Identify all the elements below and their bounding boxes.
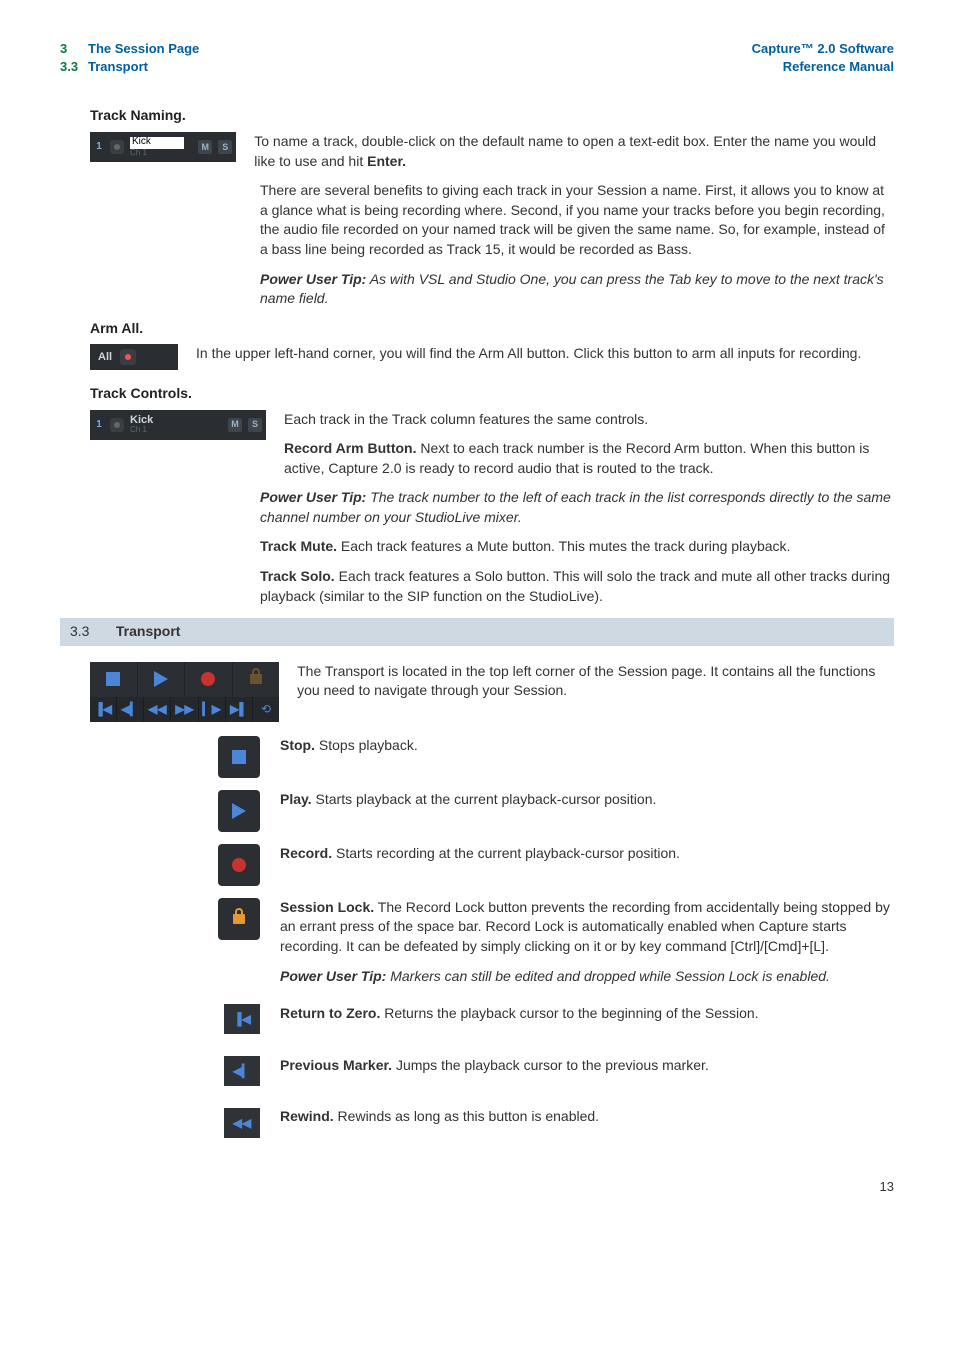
- rewind-icon: ◀◀: [233, 1115, 251, 1132]
- transport-intro: The Transport is located in the top left…: [297, 662, 894, 701]
- lock-desc: Session Lock. The Record Lock button pre…: [280, 898, 894, 957]
- record-button-large[interactable]: [218, 844, 260, 886]
- product-line2: Reference Manual: [752, 58, 894, 76]
- lock-icon: [233, 914, 245, 924]
- play-desc: Play. Starts playback at the current pla…: [280, 790, 894, 810]
- track-controls-tip: Power User Tip: The track number to the …: [260, 488, 894, 527]
- channel-label: Ch 1: [130, 149, 192, 157]
- header-right: Capture™ 2.0 Software Reference Manual: [752, 40, 894, 76]
- lock-button-large[interactable]: [218, 898, 260, 940]
- lock-button[interactable]: [233, 662, 280, 697]
- loop-icon: ⟲: [261, 701, 271, 718]
- stop-desc: Stop. Stops playback.: [280, 736, 894, 756]
- record-arm-icon[interactable]: [110, 418, 124, 432]
- stop-button-large[interactable]: [218, 736, 260, 778]
- mute-button[interactable]: M: [228, 418, 242, 432]
- header-left: 3The Session Page 3.3Transport: [60, 40, 199, 76]
- section-title: Transport: [88, 59, 148, 74]
- rtz-icon: ▐◀: [94, 701, 112, 718]
- chapter-num: 3: [60, 40, 88, 58]
- loop-button[interactable]: ⟲: [253, 697, 279, 722]
- section-bar-title: Transport: [116, 623, 181, 639]
- rewind-icon: ◀◀: [148, 701, 166, 718]
- track-controls-p1: Each track in the Track column features …: [284, 410, 894, 430]
- record-desc: Record. Starts recording at the current …: [280, 844, 894, 864]
- product-line1: Capture™ 2.0 Software: [752, 40, 894, 58]
- mute-button[interactable]: M: [198, 140, 212, 154]
- track-mute-desc: Track Mute. Each track features a Mute b…: [260, 537, 894, 557]
- prev-marker-button-large[interactable]: ◀▎: [224, 1056, 260, 1086]
- section-num: 3.3: [60, 58, 88, 76]
- prev-desc: Previous Marker. Jumps the playback curs…: [280, 1056, 894, 1076]
- section-bar: 3.3 Transport: [60, 618, 894, 646]
- next-marker-button[interactable]: ▎▶: [199, 697, 226, 722]
- track-row-normal: 1 Kick Ch 1 M S: [90, 410, 266, 440]
- channel-label: Ch 1: [130, 426, 222, 434]
- page-number: 13: [60, 1178, 894, 1196]
- track-naming-p1: To name a track, double-click on the def…: [254, 132, 894, 171]
- solo-button[interactable]: S: [248, 418, 262, 432]
- track-naming-tip: Power User Tip: As with VSL and Studio O…: [260, 270, 894, 309]
- play-icon: [232, 803, 246, 819]
- fast-forward-button[interactable]: ▶▶: [171, 697, 198, 722]
- prev-marker-icon: ◀▎: [121, 701, 139, 718]
- record-button[interactable]: [185, 662, 233, 697]
- go-to-end-button[interactable]: ▶▌: [226, 697, 253, 722]
- prev-marker-icon: ◀▎: [233, 1063, 251, 1080]
- rtz-icon: ▐◀: [233, 1011, 251, 1028]
- record-arm-icon[interactable]: [110, 140, 124, 154]
- transport-bar: ▐◀ ◀▎ ◀◀ ▶▶ ▎▶ ▶▌ ⟲: [90, 662, 279, 722]
- lock-tip: Power User Tip: Markers can still be edi…: [280, 967, 894, 987]
- return-to-zero-button[interactable]: ▐◀: [90, 697, 117, 722]
- record-arm-desc: Record Arm Button. Next to each track nu…: [284, 439, 894, 478]
- chapter-title: The Session Page: [88, 41, 199, 56]
- arm-all-heading: Arm All.: [90, 319, 894, 339]
- section-bar-num: 3.3: [70, 622, 112, 642]
- rewind-desc: Rewind. Rewinds as long as this button i…: [280, 1107, 894, 1127]
- arm-all-label: All: [98, 350, 112, 365]
- play-icon: [154, 671, 168, 687]
- stop-icon: [232, 750, 246, 764]
- track-row-editing: 1 Kick Ch 1 M S: [90, 132, 236, 162]
- record-icon: [232, 858, 246, 872]
- rtz-desc: Return to Zero. Returns the playback cur…: [280, 1004, 894, 1024]
- track-naming-p2: There are several benefits to giving eac…: [260, 181, 894, 259]
- return-to-zero-button-large[interactable]: ▐◀: [224, 1004, 260, 1034]
- arm-all-rec-icon: [120, 349, 136, 365]
- page-header: 3The Session Page 3.3Transport Capture™ …: [60, 40, 894, 76]
- stop-button[interactable]: [90, 662, 138, 697]
- arm-all-text: In the upper left-hand corner, you will …: [196, 344, 861, 364]
- track-naming-heading: Track Naming.: [90, 106, 894, 126]
- rewind-button-large[interactable]: ◀◀: [224, 1108, 260, 1138]
- play-button[interactable]: [138, 662, 186, 697]
- track-number: 1: [94, 418, 104, 432]
- track-solo-desc: Track Solo. Each track features a Solo b…: [260, 567, 894, 606]
- solo-button[interactable]: S: [218, 140, 232, 154]
- prev-marker-button[interactable]: ◀▎: [117, 697, 144, 722]
- record-icon: [201, 672, 215, 686]
- rewind-button[interactable]: ◀◀: [144, 697, 171, 722]
- play-button-large[interactable]: [218, 790, 260, 832]
- ffwd-icon: ▶▶: [175, 701, 193, 718]
- next-marker-icon: ▎▶: [202, 701, 220, 718]
- stop-icon: [106, 672, 120, 686]
- end-icon: ▶▌: [230, 701, 248, 718]
- lock-icon: [250, 674, 262, 684]
- track-controls-heading: Track Controls.: [90, 384, 894, 404]
- track-number: 1: [94, 140, 104, 154]
- arm-all-button[interactable]: All: [90, 344, 178, 370]
